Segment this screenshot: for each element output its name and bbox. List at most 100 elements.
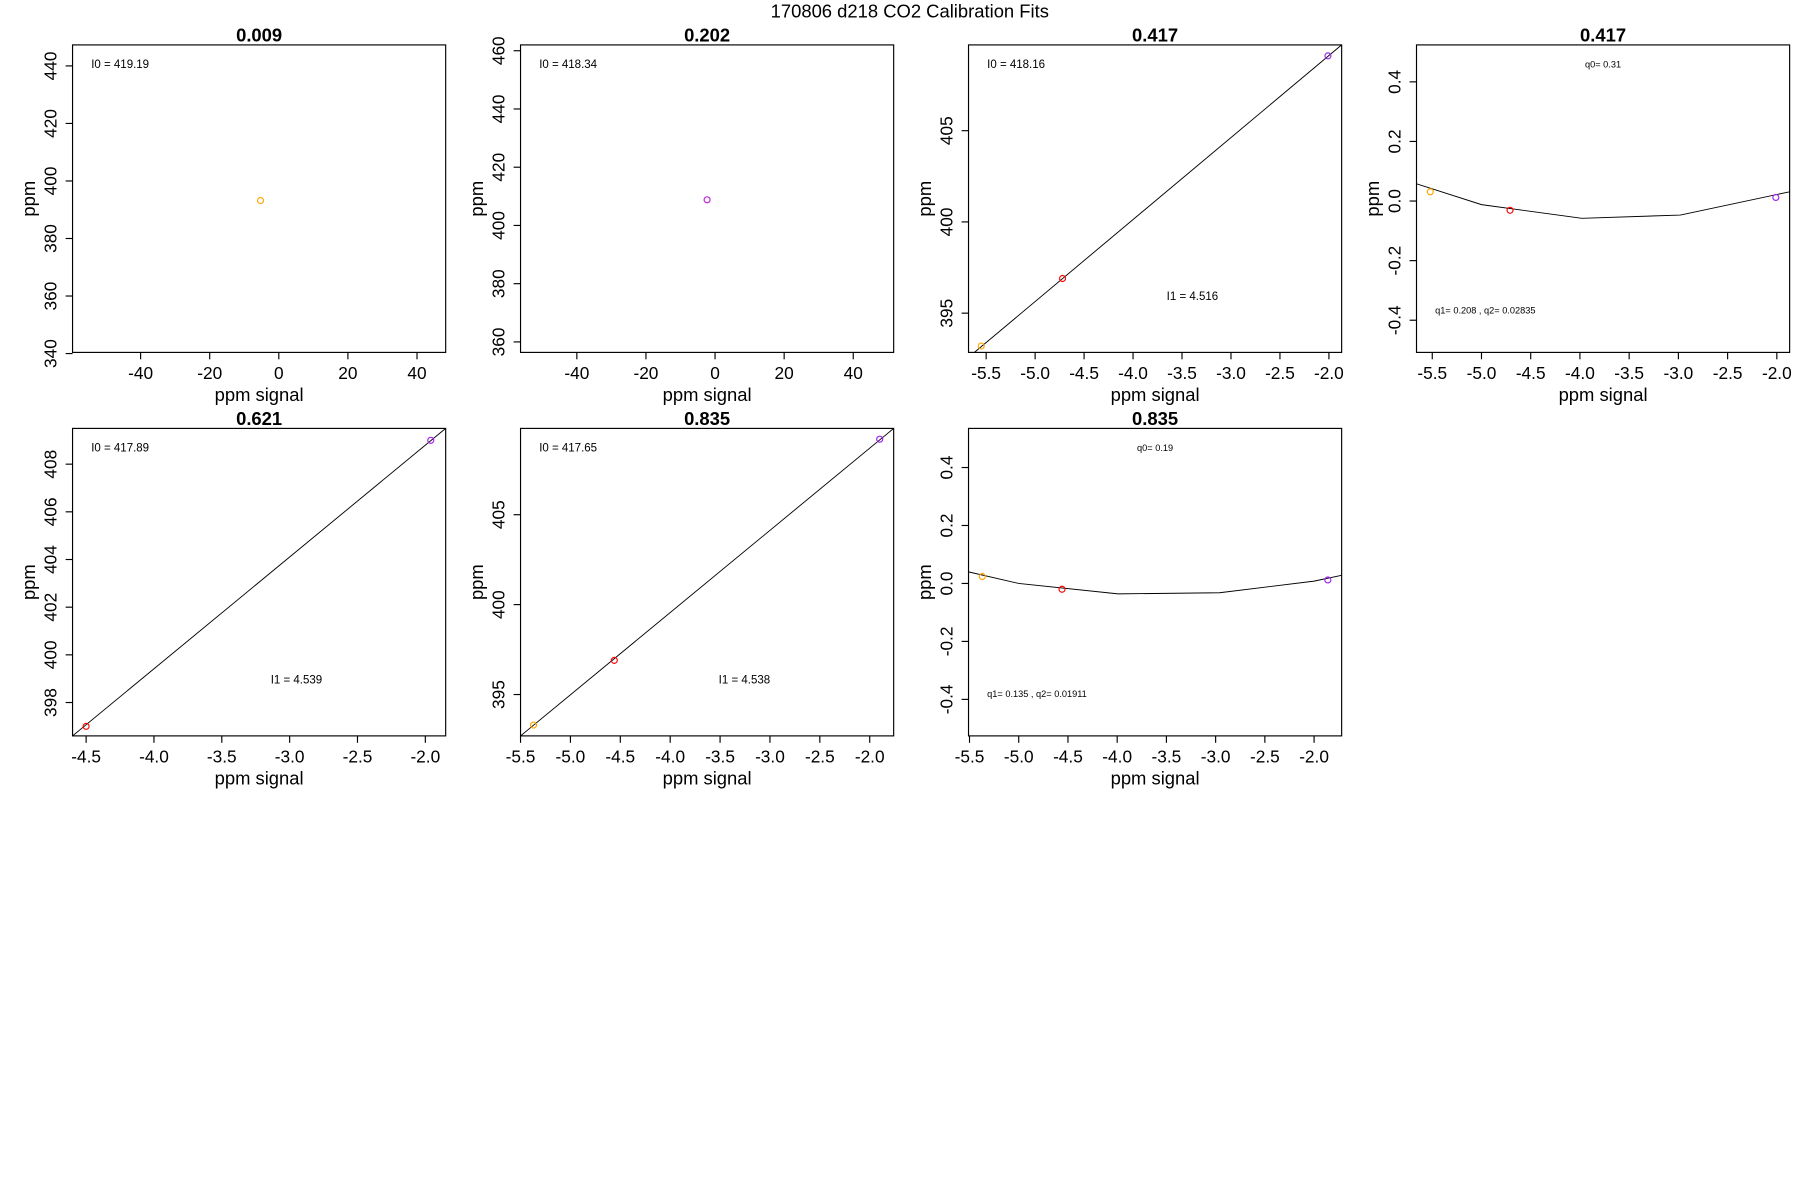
y-tick-label: -0.2 — [936, 627, 956, 657]
x-tick-label: -2.0 — [1762, 363, 1792, 383]
x-tick-label: -4.5 — [1053, 746, 1083, 766]
data-point — [1772, 193, 1780, 202]
y-tick-label: 340 — [40, 339, 60, 368]
panel-title: 0.202 — [684, 25, 730, 46]
x-tick-label: 20 — [775, 363, 794, 383]
x-tick-label: -20 — [197, 363, 222, 383]
x-tick-label: -3.0 — [275, 746, 305, 766]
annotation: I0 = 417.89 — [91, 442, 149, 454]
data-point — [876, 435, 884, 443]
panel: 0.202 ppm signal ppm -40 -20 0 20 40 360 380 400 42… — [466, 25, 895, 405]
x-tick-label: 40 — [844, 363, 863, 383]
y-tick-label: 404 — [40, 545, 60, 574]
x-tick-label: -5.5 — [955, 746, 985, 766]
plot-frame — [967, 427, 1343, 737]
y-tick-label: 400 — [40, 640, 60, 669]
x-tick-label: -4.5 — [71, 746, 101, 766]
y-tick-label: 395 — [488, 680, 508, 709]
annotation: q1= 0.135 , q2= 0.01911 — [987, 689, 1087, 699]
annotation: I1 = 4.538 — [719, 675, 770, 687]
x-tick-label: -3.5 — [1614, 363, 1644, 383]
y-axis-label: ppm — [914, 181, 935, 217]
data-point — [978, 572, 986, 581]
panel: 0.835 ppm signal ppm -5.5 -5.0 -4.5 -4.0 -3.5 -3… — [466, 408, 895, 789]
panel-title: 0.417 — [1132, 25, 1178, 46]
y-tick-label: 400 — [936, 208, 956, 237]
x-tick-label: 0 — [710, 363, 720, 383]
annotation: q1= 0.208 , q2= 0.02835 — [1435, 305, 1535, 315]
x-axis-label: ppm signal — [663, 384, 752, 405]
y-tick-label: 0.4 — [936, 455, 956, 479]
annotation: I0 = 419.19 — [91, 59, 149, 71]
panel: 0.417 ppm signal ppm -5.5 -5.0 -4.5 -4.0 -3.5 -3… — [914, 25, 1344, 405]
x-tick-label: -3.0 — [1216, 363, 1246, 383]
y-tick-label: 398 — [40, 688, 60, 717]
data-point — [82, 722, 90, 730]
fit-line — [520, 428, 894, 736]
y-tick-label: 360 — [40, 282, 60, 311]
x-axis-label: ppm signal — [1111, 768, 1200, 789]
x-tick-label: -3.5 — [1152, 746, 1182, 766]
x-tick-label: -4.0 — [139, 746, 169, 766]
x-tick-label: -4.5 — [605, 746, 635, 766]
y-tick-label: 0.2 — [936, 513, 956, 537]
panel-title: 0.835 — [1132, 408, 1178, 429]
plot-frame — [519, 427, 895, 737]
data-point — [256, 196, 265, 205]
x-tick-label: -2.0 — [410, 746, 440, 766]
plot-frame — [967, 44, 1343, 353]
y-tick-label: 400 — [40, 167, 60, 196]
annotation: I0 = 418.16 — [987, 59, 1045, 71]
y-tick-label: 395 — [936, 299, 956, 328]
data-point — [1058, 585, 1066, 593]
y-tick-label: 405 — [488, 500, 508, 529]
fit-line — [968, 571, 1342, 595]
x-tick-label: -40 — [128, 363, 153, 383]
y-tick-label: 405 — [936, 116, 956, 145]
x-axis-label: ppm signal — [663, 768, 752, 789]
y-tick-label: 440 — [488, 95, 508, 124]
panel-title: 0.417 — [1580, 25, 1626, 46]
y-tick-label: 402 — [40, 593, 60, 622]
annotation: I1 = 4.516 — [1167, 291, 1218, 303]
y-axis-label: ppm — [466, 564, 487, 600]
x-tick-label: 20 — [338, 363, 357, 383]
x-tick-label: -4.0 — [1118, 363, 1148, 383]
y-axis-label: ppm — [18, 564, 39, 600]
y-tick-label: 360 — [488, 328, 508, 357]
y-tick-label: 420 — [488, 153, 508, 182]
annotation: q0= 0.19 — [1137, 443, 1173, 453]
x-tick-label: -3.5 — [705, 746, 735, 766]
x-tick-label: -3.0 — [755, 746, 785, 766]
x-axis-label: ppm signal — [1111, 384, 1200, 405]
figure-title: 170806 d218 CO2 Calibration Fits — [771, 1, 1049, 22]
annotation: I1 = 4.539 — [271, 675, 322, 687]
x-tick-label: -2.5 — [805, 746, 835, 766]
panel-title: 0.835 — [684, 408, 730, 429]
x-tick-label: -20 — [633, 363, 658, 383]
plot-frame — [71, 427, 447, 737]
data-point — [427, 436, 435, 444]
x-tick-label: -2.5 — [1713, 363, 1743, 383]
x-tick-label: -4.5 — [1516, 363, 1546, 383]
y-tick-label: 0.4 — [1384, 69, 1404, 93]
x-tick-label: -2.0 — [1299, 746, 1329, 766]
fit-line — [1416, 183, 1790, 219]
x-axis-label: ppm signal — [215, 768, 304, 789]
x-tick-label: -4.5 — [1069, 363, 1099, 383]
y-tick-label: 420 — [40, 109, 60, 138]
y-tick-label: 380 — [40, 224, 60, 253]
annotation: I0 = 418.34 — [539, 59, 597, 71]
x-tick-label: -5.5 — [971, 363, 1001, 383]
x-tick-label: -4.0 — [655, 746, 685, 766]
x-axis-label: ppm signal — [215, 384, 304, 405]
data-point — [703, 196, 711, 204]
x-tick-label: -40 — [564, 363, 589, 383]
x-tick-label: -5.5 — [506, 746, 536, 766]
y-tick-label: 460 — [488, 36, 508, 65]
panel-title: 0.009 — [236, 25, 282, 46]
data-point — [1324, 576, 1332, 584]
y-tick-label: 400 — [488, 590, 508, 619]
y-tick-label: 408 — [40, 450, 60, 479]
